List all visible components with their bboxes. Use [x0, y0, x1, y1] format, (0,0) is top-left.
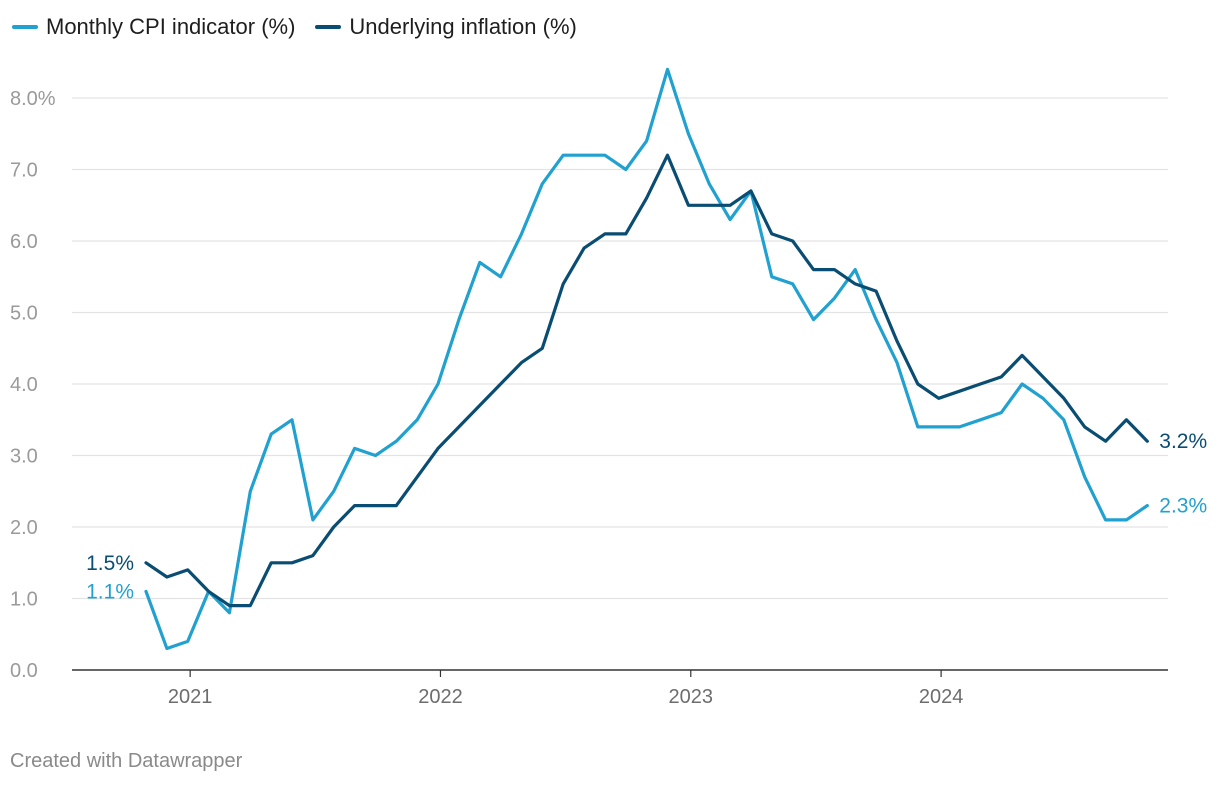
legend-swatch-underlying [315, 25, 342, 29]
y-tick-label: 4.0 [10, 374, 38, 396]
x-tick-label: 2021 [168, 686, 213, 708]
legend-item-underlying: Underlying inflation (%) [315, 14, 577, 40]
x-tick-label: 2023 [669, 686, 714, 708]
footer-credit: Created with Datawrapper [10, 750, 243, 772]
series-line-cpi [144, 67, 1149, 651]
y-tick-label: 7.0 [10, 160, 38, 182]
end-label-cpi: 2.3% [1159, 495, 1207, 518]
start-label-cpi: 1.1% [86, 580, 134, 603]
y-tick-label: 1.0 [10, 589, 38, 611]
legend-label-underlying: Underlying inflation (%) [349, 14, 577, 39]
end-label-underlying: 3.2% [1159, 430, 1207, 453]
y-tick-label: 6.0 [10, 231, 38, 253]
legend-swatch-cpi [12, 25, 38, 29]
chart-legend: Monthly CPI indicator (%) Underlying inf… [12, 14, 577, 40]
series-line-underlying [144, 153, 1149, 608]
legend-item-cpi: Monthly CPI indicator (%) [12, 14, 295, 40]
legend-label-cpi: Monthly CPI indicator (%) [46, 14, 296, 39]
start-label-underlying: 1.5% [86, 552, 134, 575]
y-tick-label: 8.0% [10, 88, 56, 110]
y-tick-label: 5.0 [10, 303, 38, 325]
x-tick-label: 2024 [919, 686, 964, 708]
y-tick-label: 3.0 [10, 446, 38, 468]
y-tick-label: 2.0 [10, 517, 38, 539]
y-tick-label: 0.0 [10, 660, 38, 682]
x-tick-label: 2022 [418, 686, 463, 708]
